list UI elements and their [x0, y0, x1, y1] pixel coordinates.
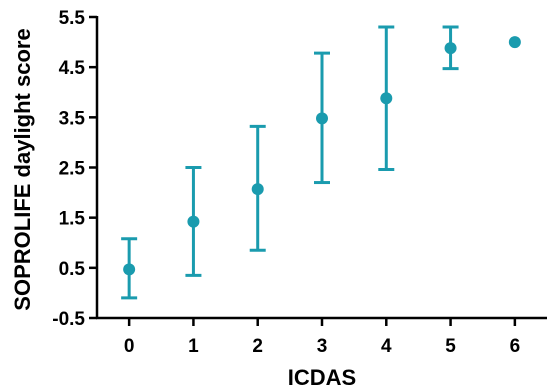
y-tick-label: 3.5: [59, 108, 86, 129]
y-axis-title: SOPROLIFE daylight score: [10, 28, 35, 310]
y-tick-label: 4.5: [59, 58, 86, 79]
x-tick-label: 6: [510, 336, 521, 357]
data-point: [123, 263, 136, 276]
data-marks: [121, 25, 521, 300]
y-tick-label: 5.5: [59, 8, 86, 29]
y-axis-ticks: -0.5 0.5 1.5 2.5 3.5 4.5 5.5: [52, 8, 97, 330]
x-tick-label: 0: [124, 336, 135, 357]
data-point: [380, 92, 393, 105]
x-tick-label: 5: [445, 336, 456, 357]
x-axis-title: ICDAS: [288, 365, 356, 390]
data-point: [251, 183, 264, 196]
x-tick-label: 3: [317, 336, 328, 357]
data-point: [508, 36, 521, 49]
x-tick-label: 4: [381, 336, 392, 357]
x-tick-label: 1: [188, 336, 199, 357]
y-tick-label: -0.5: [52, 309, 85, 330]
x-tick-label: 2: [252, 336, 263, 357]
data-point: [444, 42, 457, 55]
x-axis-ticks: 0 1 2 3 4 5 6: [124, 318, 520, 357]
data-point: [316, 112, 328, 125]
y-tick-label: 0.5: [59, 259, 86, 280]
y-tick-label: 2.5: [59, 159, 86, 180]
y-tick-label: 1.5: [59, 209, 86, 230]
data-point: [187, 215, 200, 228]
